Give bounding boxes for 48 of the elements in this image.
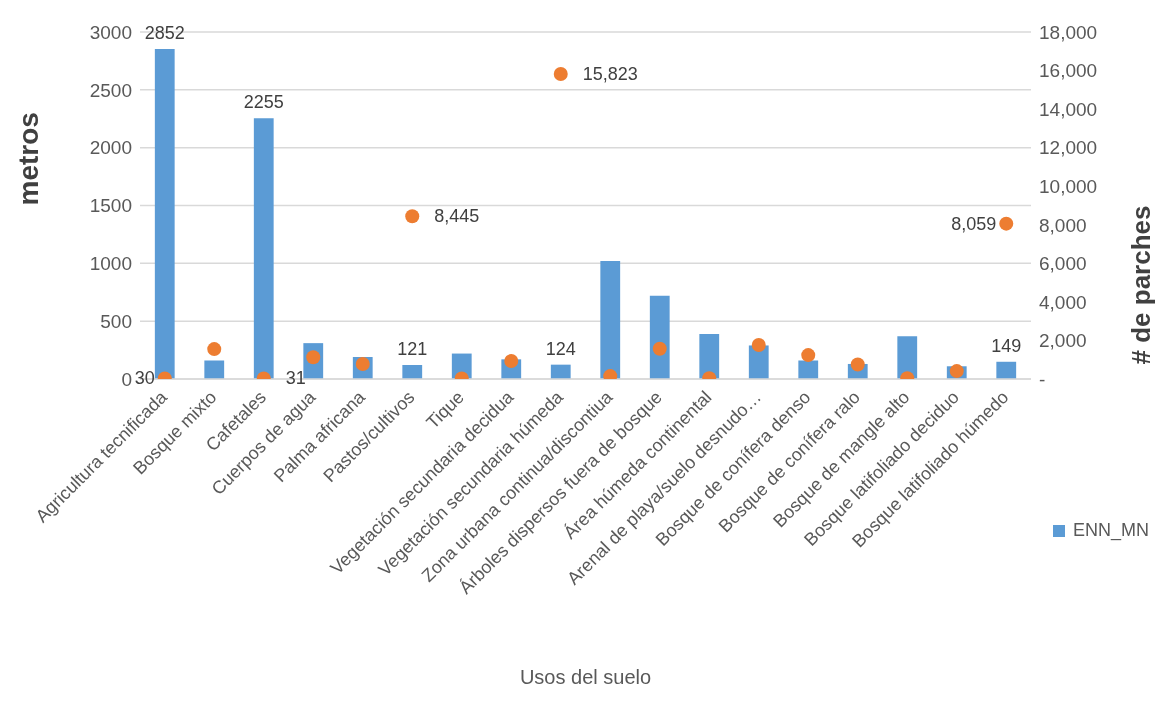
- bar: [154, 49, 175, 379]
- y-tick-label: 2500: [89, 79, 132, 101]
- data-label: 30: [134, 368, 155, 389]
- bar: [600, 261, 621, 379]
- bar: [798, 360, 819, 379]
- data-label: 149: [991, 335, 1022, 356]
- y2-tick-label: 2,000: [1039, 330, 1087, 352]
- data-label: 2255: [243, 92, 284, 113]
- data-label: 15,823: [582, 63, 638, 84]
- x-axis-title: Usos del suelo: [519, 666, 652, 688]
- bar: [253, 118, 274, 379]
- data-label: 121: [397, 339, 428, 359]
- point: [999, 216, 1014, 231]
- data-label: 8,445: [434, 206, 480, 227]
- y-tick-label: 1000: [89, 253, 132, 275]
- point: [751, 338, 766, 353]
- y-tick-label: 500: [100, 310, 132, 332]
- legend-label: ENN_MN: [1072, 520, 1149, 541]
- data-label: 8,059: [951, 213, 997, 234]
- y2-tick-label: 10,000: [1039, 175, 1098, 197]
- y2-tick-label: 4,000: [1039, 291, 1087, 313]
- y2-tick-label: 14,000: [1039, 98, 1098, 120]
- y-axis-title: metros: [12, 112, 44, 206]
- y2-tick-label: 6,000: [1039, 253, 1087, 275]
- y-tick-label: 1500: [89, 195, 132, 217]
- bar: [699, 333, 720, 379]
- point: [405, 209, 420, 224]
- data-label: 124: [545, 338, 576, 359]
- y-tick-label: 0: [121, 368, 132, 390]
- bar: [402, 365, 423, 379]
- y2-tick-label: 8,000: [1039, 214, 1087, 236]
- y2-axis-title: # de parches: [1126, 205, 1157, 365]
- point: [553, 66, 568, 81]
- bar: [996, 361, 1017, 379]
- point: [207, 342, 222, 357]
- point: [801, 348, 816, 363]
- y2-tick-label: 16,000: [1039, 60, 1098, 82]
- y2-tick-label: 12,000: [1039, 137, 1098, 159]
- point: [652, 341, 667, 356]
- bar: [550, 364, 571, 379]
- y-tick-label: 2000: [89, 137, 132, 159]
- y2-tick-label: 18,000: [1039, 21, 1098, 43]
- bar: [649, 295, 670, 379]
- y-tick-label: 3000: [89, 21, 132, 43]
- data-label: 2852: [144, 23, 185, 44]
- bar: [204, 360, 225, 379]
- data-label: 31: [285, 368, 306, 389]
- y2-tick-label: -: [1039, 368, 1046, 390]
